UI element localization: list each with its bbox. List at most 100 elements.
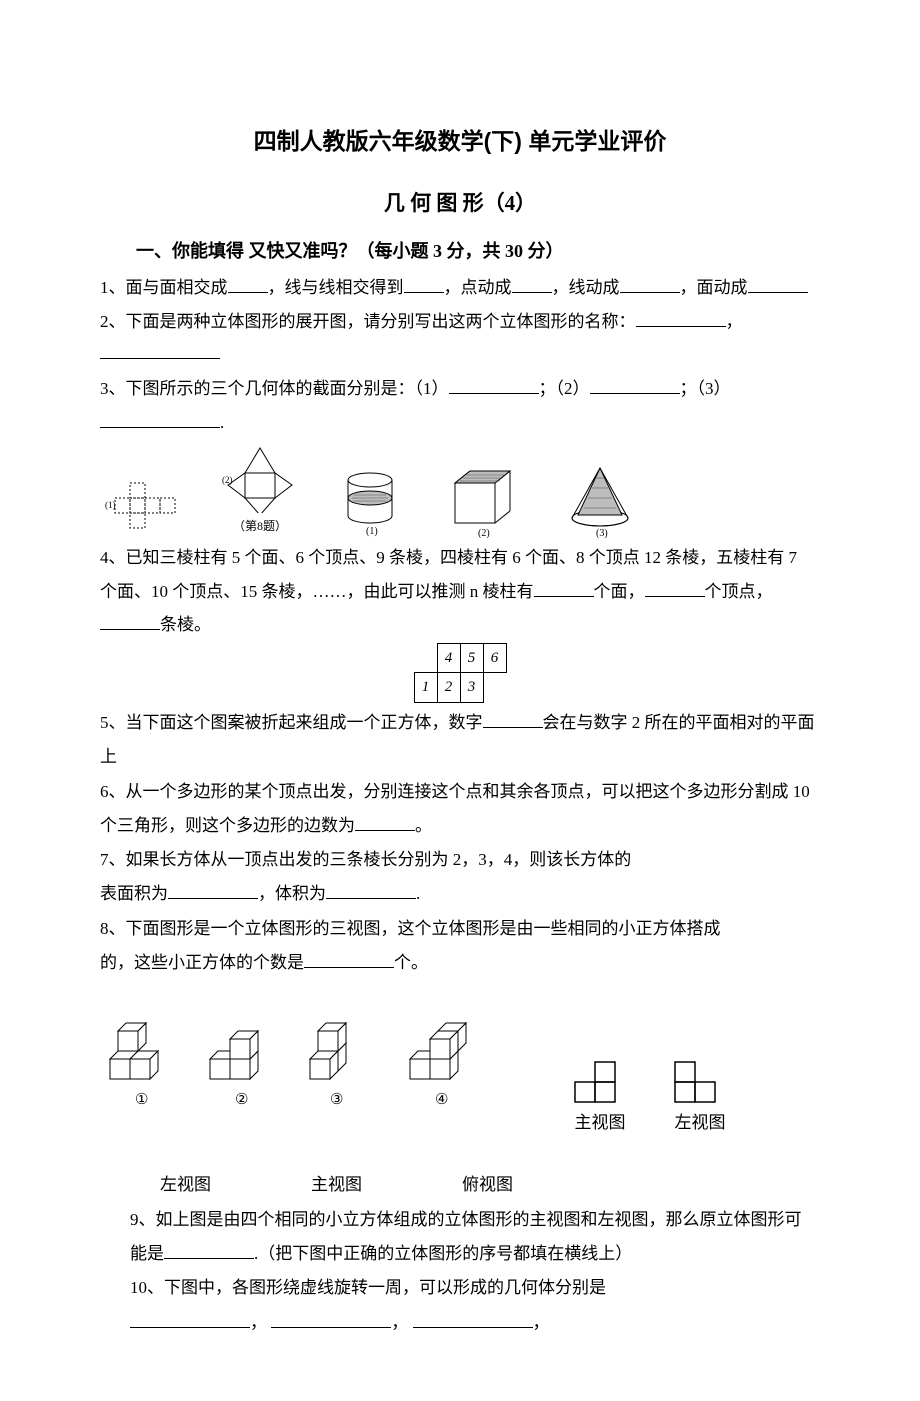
q10-sep2: ， [391, 1313, 408, 1332]
svg-text:④: ④ [435, 1092, 448, 1108]
q5-cell-6: 6 [483, 643, 506, 673]
q3-blank-3[interactable] [100, 410, 220, 428]
question-9-wrap: 9、如上图是由四个相同的小立方体组成的立体图形的主视图和左视图，那么原立体图形可… [130, 1204, 820, 1339]
q5-post: 会在与数字 2 所在的平面相对的平面 [543, 713, 815, 732]
q1-blank-1[interactable] [228, 275, 268, 293]
q10-sep3: ， [533, 1313, 550, 1332]
q8-2a: 的，这些小正方体的个数是 [100, 953, 304, 972]
question-8-line1: 8、下面图形是一个立体图形的三视图，这个立体图形是由一些相同的小正方体搭成 [100, 913, 820, 945]
q1-blank-4[interactable] [620, 275, 680, 293]
q1-pre: 1、面与面相交成 [100, 278, 228, 297]
q5-cell-2: 2 [437, 673, 460, 703]
question-10-blanks: ， ， ， [130, 1307, 820, 1339]
question-1: 1、面与面相交成 ，线与线相交得到 ，点动成 ，线动成 ，面动成 [100, 272, 820, 304]
question-10: 10、下图中，各图形绕虚线旋转一周，可以形成的几何体分别是 [130, 1272, 820, 1304]
q3-end: . [220, 413, 224, 432]
q3-c: ；（3） [680, 379, 731, 398]
q5-net-table: 4 5 6 1 2 3 [414, 643, 507, 703]
question-2: 2、下面是两种立体图形的展开图，请分别写出这两个立体图形的名称：， [100, 306, 820, 371]
q4-2a: 个面、10 个顶点、15 条棱，……，由此可以推测 n 棱柱有 [100, 582, 534, 601]
page: 四制人教版六年级数学(下) 单元学业评价 几 何 图 形（4） 一、你能填得 又… [0, 0, 920, 1401]
figure-row-q2-q3: (1) (2) （第8题） [100, 443, 820, 538]
q10-blank-2[interactable] [271, 1310, 391, 1328]
section-figure-1: (1) [330, 468, 410, 538]
q5-cell-3: 3 [460, 673, 483, 703]
q9-2b: .（把下图中正确的立体图形的序号都填在横线上） [254, 1244, 632, 1263]
q3-blank-2[interactable] [590, 376, 680, 394]
q7-blank-1[interactable] [168, 881, 258, 899]
net-figure-1: (1) [100, 478, 190, 538]
q1-c: ，线动成 [552, 278, 620, 297]
q4-2c: 个顶点， [705, 582, 773, 601]
q3-b: ；（2） [539, 379, 590, 398]
label-top-view: 俯视图 [462, 1169, 513, 1201]
q1-b: ，点动成 [444, 278, 512, 297]
section-figure-2: (2) [440, 463, 530, 538]
q7-2b: ，体积为 [258, 884, 326, 903]
q7-2c: . [416, 884, 420, 903]
q8-side-views: 主视图 左视图 [570, 1047, 730, 1139]
question-4-line2: 个面、10 个顶点、15 条棱，……，由此可以推测 n 棱柱有 个面， 个顶点， 条棱… [100, 576, 820, 641]
front-view-label: 主视图 [570, 1107, 630, 1139]
q2-blank-2[interactable] [100, 341, 220, 359]
q8-blank[interactable] [304, 950, 394, 968]
q9-blank[interactable] [164, 1241, 254, 1259]
question-7-line1: 7、如果长方体从一顶点出发的三条棱长分别为 2，3，4，则该长方体的 [100, 844, 820, 876]
q8-2b: 个。 [394, 953, 428, 972]
question-5: 5、当下面这个图案被折起来组成一个正方体，数字 会在与数字 2 所在的平面相对的平… [100, 707, 820, 739]
svg-text:②: ② [235, 1092, 248, 1108]
q5-cell-1: 1 [414, 673, 437, 703]
q5-cell-empty [414, 643, 437, 673]
q4-2b: 个面， [594, 582, 645, 601]
left-view-label: 左视图 [670, 1107, 730, 1139]
q2-blank-1[interactable] [636, 309, 726, 327]
svg-text:①: ① [135, 1092, 148, 1108]
q1-d: ，面动成 [680, 278, 748, 297]
question-3-cont: . [100, 407, 820, 439]
q6-blank[interactable] [355, 813, 415, 831]
question-6-line1: 6、从一个多边形的某个顶点出发，分别连接这个点和其余各顶点，可以把这个多边形分割… [100, 776, 820, 808]
svg-text:(1): (1) [366, 526, 378, 537]
q5-pre: 5、当下面这个图案被折起来组成一个正方体，数字 [100, 713, 483, 732]
q9-2a: 能是 [130, 1244, 164, 1263]
net-figure-2: (2) （第8题） [220, 443, 300, 538]
doc-title-1: 四制人教版六年级数学(下) 单元学业评价 [100, 120, 820, 164]
q5-cell-empty2 [483, 673, 506, 703]
svg-text:(3): (3) [596, 528, 608, 538]
question-8-line2: 的，这些小正方体的个数是 个。 [100, 947, 820, 979]
q10-pre: 10、下图中，各图形绕虚线旋转一周，可以形成的几何体分别是 [130, 1278, 606, 1297]
question-6-line2: 个三角形，则这个多边形的边数为 。 [100, 810, 820, 842]
question-9-line1: 9、如上图是由四个相同的小立方体组成的立体图形的主视图和左视图，那么原立体图形可 [130, 1204, 820, 1236]
q6-2b: 。 [415, 816, 432, 835]
q1-blank-2[interactable] [404, 275, 444, 293]
q4-blank-2[interactable] [645, 579, 705, 597]
q4-blank-1[interactable] [534, 579, 594, 597]
label-front-view: 主视图 [311, 1169, 362, 1201]
fig-caption-q8: （第8题） [220, 515, 300, 538]
svg-text:(2): (2) [478, 528, 490, 538]
q6-2a: 个三角形，则这个多边形的边数为 [100, 816, 355, 835]
q3-pre: 3、下图所示的三个几何体的截面分别是：（1） [100, 379, 449, 398]
q5-cell-5: 5 [460, 643, 483, 673]
question-7-line2: 表面积为 ，体积为. [100, 878, 820, 910]
q4-blank-3[interactable] [100, 612, 160, 630]
q7-blank-2[interactable] [326, 881, 416, 899]
q7-2a: 表面积为 [100, 884, 168, 903]
q3-blank-1[interactable] [449, 376, 539, 394]
q10-blank-3[interactable] [413, 1310, 533, 1328]
q5-cell-4: 4 [437, 643, 460, 673]
svg-text:(1): (1) [105, 500, 116, 510]
q1-blank-3[interactable] [512, 275, 552, 293]
q1-blank-5[interactable] [748, 275, 808, 293]
three-views-group: ① ② [100, 989, 520, 1139]
q1-a: ，线与线相交得到 [268, 278, 404, 297]
q10-sep1: ， [250, 1313, 267, 1332]
q10-blank-1[interactable] [130, 1310, 250, 1328]
q4-2d: 条棱。 [160, 615, 211, 634]
svg-text:(2): (2) [222, 475, 233, 485]
question-9-line2: 能是 .（把下图中正确的立体图形的序号都填在横线上） [130, 1238, 820, 1270]
doc-title-2: 几 何 图 形（4） [100, 184, 820, 224]
views-row: ① ② [100, 989, 820, 1139]
section-figure-3: (3) [560, 463, 640, 538]
q5-blank[interactable] [483, 710, 543, 728]
